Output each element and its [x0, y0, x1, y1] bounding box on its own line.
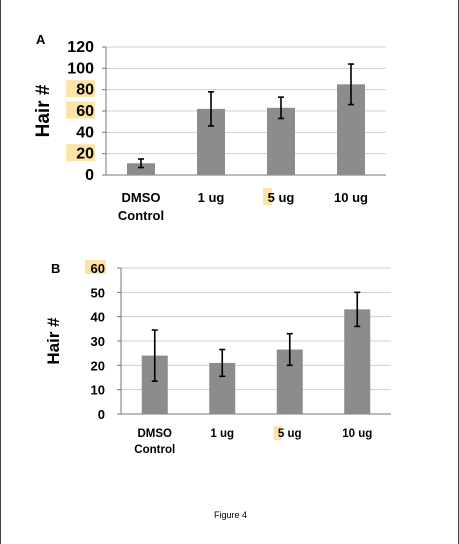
x-tick-label-line: Control — [118, 208, 164, 223]
y-tick-highlight — [66, 144, 95, 162]
x-tick-label-line: 1 ug — [210, 428, 234, 440]
y-axis-label: Hair # — [33, 84, 54, 137]
y-tick-highlight — [66, 80, 95, 98]
chart-panel-b: B 0 10 20 30 40 50 60 Hair # DMSO Control 1 ug 5 ug 1… — [44, 260, 391, 456]
y-tick-label: 20 — [76, 146, 94, 163]
y-tick-label: 20 — [91, 358, 105, 373]
y-tick-highlight — [85, 260, 106, 274]
y-tick-label: 60 — [91, 261, 105, 276]
x-tick-label-line: 10 ug — [342, 428, 372, 440]
x-tick-label-line: 10 ug — [334, 190, 368, 205]
panel-label: A — [36, 32, 46, 47]
x-tick-label: 1 ug — [198, 190, 225, 205]
x-tick-label-line: 1 ug — [198, 190, 225, 205]
y-tick-label: 0 — [85, 167, 94, 184]
y-tick-label: 60 — [76, 103, 94, 120]
y-tick-label: 80 — [76, 82, 94, 99]
y-tick-highlight — [66, 101, 95, 119]
y-tick-label: 100 — [67, 60, 94, 77]
y-tick-label: 40 — [76, 124, 94, 141]
x-tick-label: 5 ug — [278, 428, 302, 440]
x-tick-highlight — [263, 188, 272, 205]
y-tick-label: 30 — [91, 334, 105, 349]
x-tick-label-line: 5 ug — [278, 428, 302, 440]
bar — [127, 163, 155, 175]
y-axis-label: Hair # — [44, 317, 63, 365]
y-tick-label: 10 — [91, 383, 105, 398]
panel-label: B — [51, 261, 60, 276]
y-tick-label: 50 — [91, 285, 105, 300]
x-tick-label: 5 ug — [268, 190, 295, 205]
x-tick-label-line: 5 ug — [268, 190, 295, 205]
x-tick-label: DMSO Control — [134, 428, 175, 456]
x-tick-highlight — [273, 426, 282, 440]
y-tick-label: 40 — [91, 310, 105, 325]
x-tick-label-line: Control — [134, 444, 175, 456]
x-tick-label: 1 ug — [210, 428, 234, 440]
chart-panel-a: A 0 20 40 60 80 100 120 Hair # DMSO Control 1 ug 5 u… — [33, 32, 386, 223]
x-tick-label-line: DMSO — [122, 190, 161, 205]
y-tick-label: 120 — [67, 39, 94, 56]
x-tick-label: 10 ug — [342, 428, 372, 440]
x-tick-label: DMSO Control — [118, 190, 164, 223]
x-tick-label-line: DMSO — [138, 428, 173, 440]
x-tick-label: 10 ug — [334, 190, 368, 205]
y-tick-label: 0 — [98, 407, 105, 422]
figure-caption: Figure 4 — [213, 510, 248, 520]
